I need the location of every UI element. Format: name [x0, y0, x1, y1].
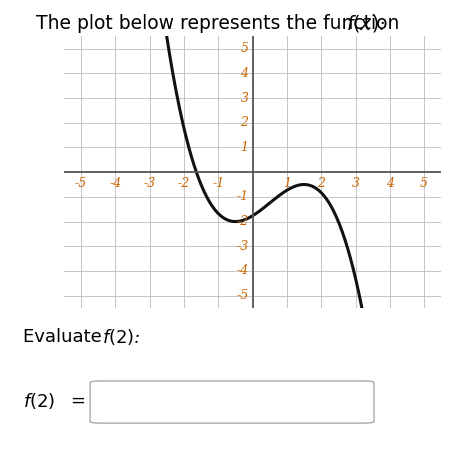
Text: Evaluate: Evaluate	[23, 328, 107, 347]
Text: -4: -4	[109, 177, 121, 190]
Text: -5: -5	[75, 177, 87, 190]
Text: -1: -1	[236, 190, 248, 203]
Text: 5: 5	[420, 177, 428, 190]
Text: $f(2)$: $f(2)$	[23, 391, 55, 411]
Text: -3: -3	[143, 177, 156, 190]
Text: 2: 2	[240, 116, 248, 129]
Text: $f(2)$:: $f(2)$:	[102, 328, 141, 347]
Text: 2: 2	[317, 177, 325, 190]
Text: -5: -5	[236, 289, 248, 302]
FancyBboxPatch shape	[90, 381, 374, 423]
Text: 3: 3	[240, 92, 248, 105]
Text: 4: 4	[240, 67, 248, 80]
Text: 5: 5	[240, 42, 248, 55]
Text: -4: -4	[236, 265, 248, 278]
Text: 1: 1	[240, 141, 248, 154]
Text: =: =	[71, 392, 86, 410]
Text: The plot below represents the function: The plot below represents the function	[36, 14, 406, 33]
Text: 3: 3	[352, 177, 359, 190]
Text: -3: -3	[236, 240, 248, 253]
Text: 4: 4	[386, 177, 394, 190]
Text: 1: 1	[283, 177, 291, 190]
Text: -2: -2	[178, 177, 190, 190]
Text: $f(x)$:: $f(x)$:	[346, 13, 385, 34]
Text: -1: -1	[212, 177, 224, 190]
Text: -2: -2	[236, 215, 248, 228]
